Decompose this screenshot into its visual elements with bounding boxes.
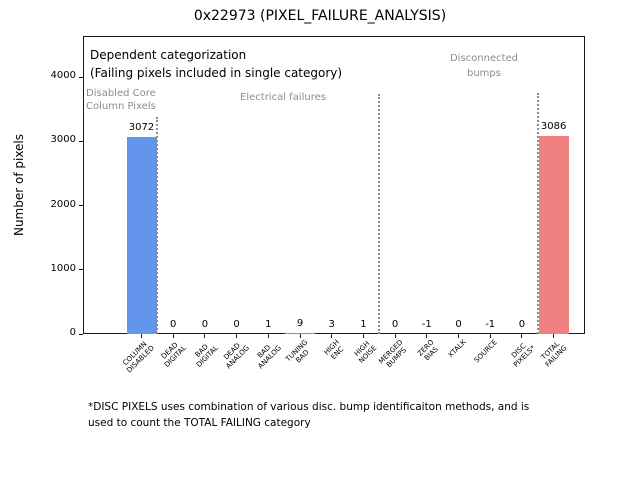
bar-value-label: 3086 — [540, 121, 567, 132]
y-tick-label: 4000 — [50, 70, 76, 81]
y-tick-mark — [79, 205, 83, 206]
x-tick-label: DISC PIXELS* — [509, 342, 537, 369]
bar-value-label: 0 — [391, 319, 399, 330]
x-tick-label: TUNING BAD — [283, 338, 310, 365]
x-tick-label: COLUMN DISABLED — [121, 340, 156, 375]
x-tick-label: DEAD DIGITAL — [159, 340, 188, 369]
x-tick-mark — [267, 334, 269, 338]
bar-value-label: 9 — [296, 318, 304, 329]
bar-value-label: 0 — [170, 319, 177, 330]
plot-area — [83, 36, 585, 334]
section-divider — [536, 93, 539, 334]
y-axis-label: Number of pixels — [12, 133, 26, 237]
bar-tuning-bad — [285, 333, 315, 334]
section-label-disconnected-line2: bumps — [467, 68, 501, 79]
x-tick-label: TOTAL FAILING — [539, 339, 568, 369]
y-tick-label: 1000 — [50, 262, 76, 274]
annotation-categorization: Dependent categorization (Failing pixels… — [90, 46, 342, 82]
y-tick-label: 3000 — [50, 134, 76, 146]
bar-total-failing — [538, 136, 569, 334]
section-label-disabled-core: Disabled Core Column Pixels — [86, 87, 156, 113]
bar-value-label: -1 — [421, 319, 432, 330]
x-tick-label: XTALK — [446, 338, 468, 360]
bar-value-label: 1 — [360, 319, 367, 330]
section-divider — [378, 94, 381, 334]
bar-value-label: 1 — [265, 319, 272, 330]
y-tick-mark — [79, 76, 83, 78]
y-tick-label: 2000 — [50, 198, 76, 210]
x-tick-label: BAD ANALOG — [255, 343, 283, 371]
footnote: *DISC PIXELS uses combination of various… — [88, 399, 529, 431]
footnote-line2: used to count the TOTAL FAILING category — [88, 417, 311, 429]
x-tick-mark — [458, 334, 459, 338]
x-tick-mark — [553, 334, 555, 338]
section-label-disabled-core-line1: Disabled Core — [86, 88, 156, 99]
bar-value-label: 0 — [201, 319, 209, 330]
annotation-categorization-line1: Dependent categorization — [90, 48, 247, 62]
x-tick-label: MERGED BUMPS — [376, 338, 408, 369]
section-label-disconnected: Disconnected bumps — [424, 51, 544, 81]
section-label-electrical: Electrical failures — [240, 92, 326, 103]
bar-value-label: 0 — [455, 319, 462, 330]
x-tick-mark — [426, 334, 428, 338]
bar-value-label: 0 — [518, 319, 526, 330]
y-tick-mark — [79, 269, 83, 271]
x-tick-mark — [204, 334, 206, 338]
chart-title: 0x22973 (PIXEL_FAILURE_ANALYSIS) — [193, 8, 447, 24]
x-tick-mark — [489, 334, 491, 338]
y-tick-mark — [79, 333, 83, 335]
y-tick-label: 0 — [69, 327, 76, 338]
x-tick-label: HIGH ENC — [322, 338, 345, 361]
x-tick-label: BAD DIGITAL — [193, 342, 220, 369]
x-tick-mark — [141, 334, 142, 338]
x-tick-label: SOURCE — [473, 338, 500, 365]
bar-column-disabled — [126, 137, 157, 334]
bar-value-label: 3 — [328, 319, 335, 330]
bar-value-label: 0 — [233, 319, 240, 330]
x-tick-mark — [394, 334, 396, 338]
x-tick-mark — [362, 334, 364, 338]
y-tick-mark — [79, 140, 83, 142]
annotation-categorization-line2: (Failing pixels included in single categ… — [90, 66, 343, 80]
x-tick-mark — [172, 334, 174, 338]
bar-value-label: 3072 — [128, 122, 155, 133]
bar-value-label: -1 — [485, 319, 496, 330]
section-label-disabled-core-line2: Column Pixels — [86, 101, 156, 112]
x-tick-mark — [331, 334, 333, 338]
x-tick-mark — [299, 334, 301, 338]
section-divider — [156, 117, 159, 334]
footnote-line1: *DISC PIXELS uses combination of various… — [88, 401, 530, 413]
x-tick-label: HIGH NOISE — [352, 339, 378, 365]
x-tick-label: DEAD ANALOG — [222, 341, 251, 371]
x-tick-mark — [236, 334, 238, 338]
section-label-disconnected-line1: Disconnected — [449, 53, 519, 64]
x-tick-mark — [521, 334, 523, 338]
x-tick-label: ZERO BIAS — [416, 338, 440, 362]
